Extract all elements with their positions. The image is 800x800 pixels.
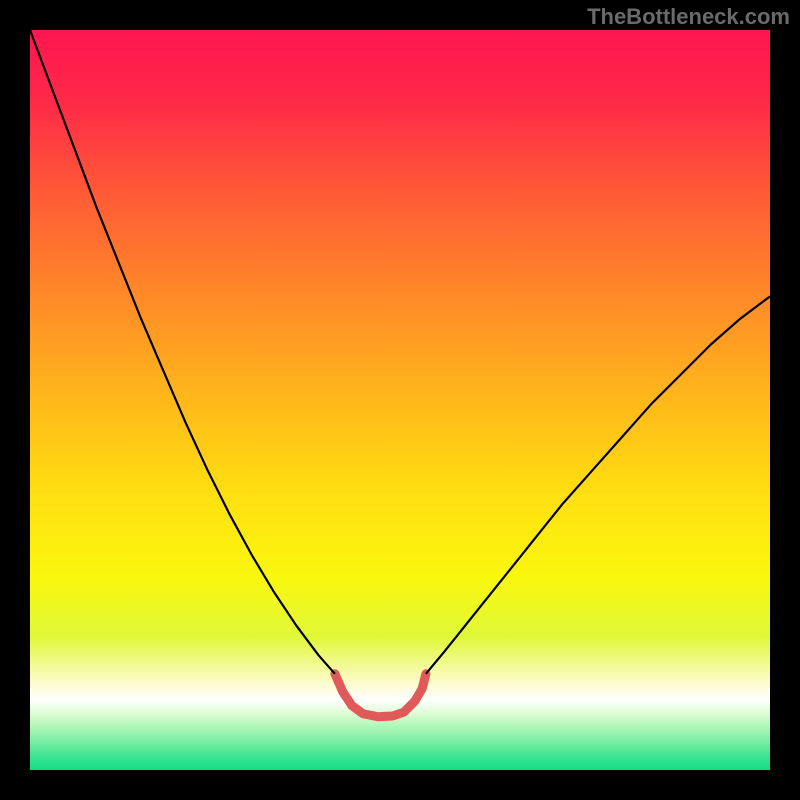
watermark-text: TheBottleneck.com [587,4,790,30]
plot-background [30,30,770,770]
chart-container: TheBottleneck.com [0,0,800,800]
plot-area [30,30,770,770]
plot-svg [30,30,770,770]
